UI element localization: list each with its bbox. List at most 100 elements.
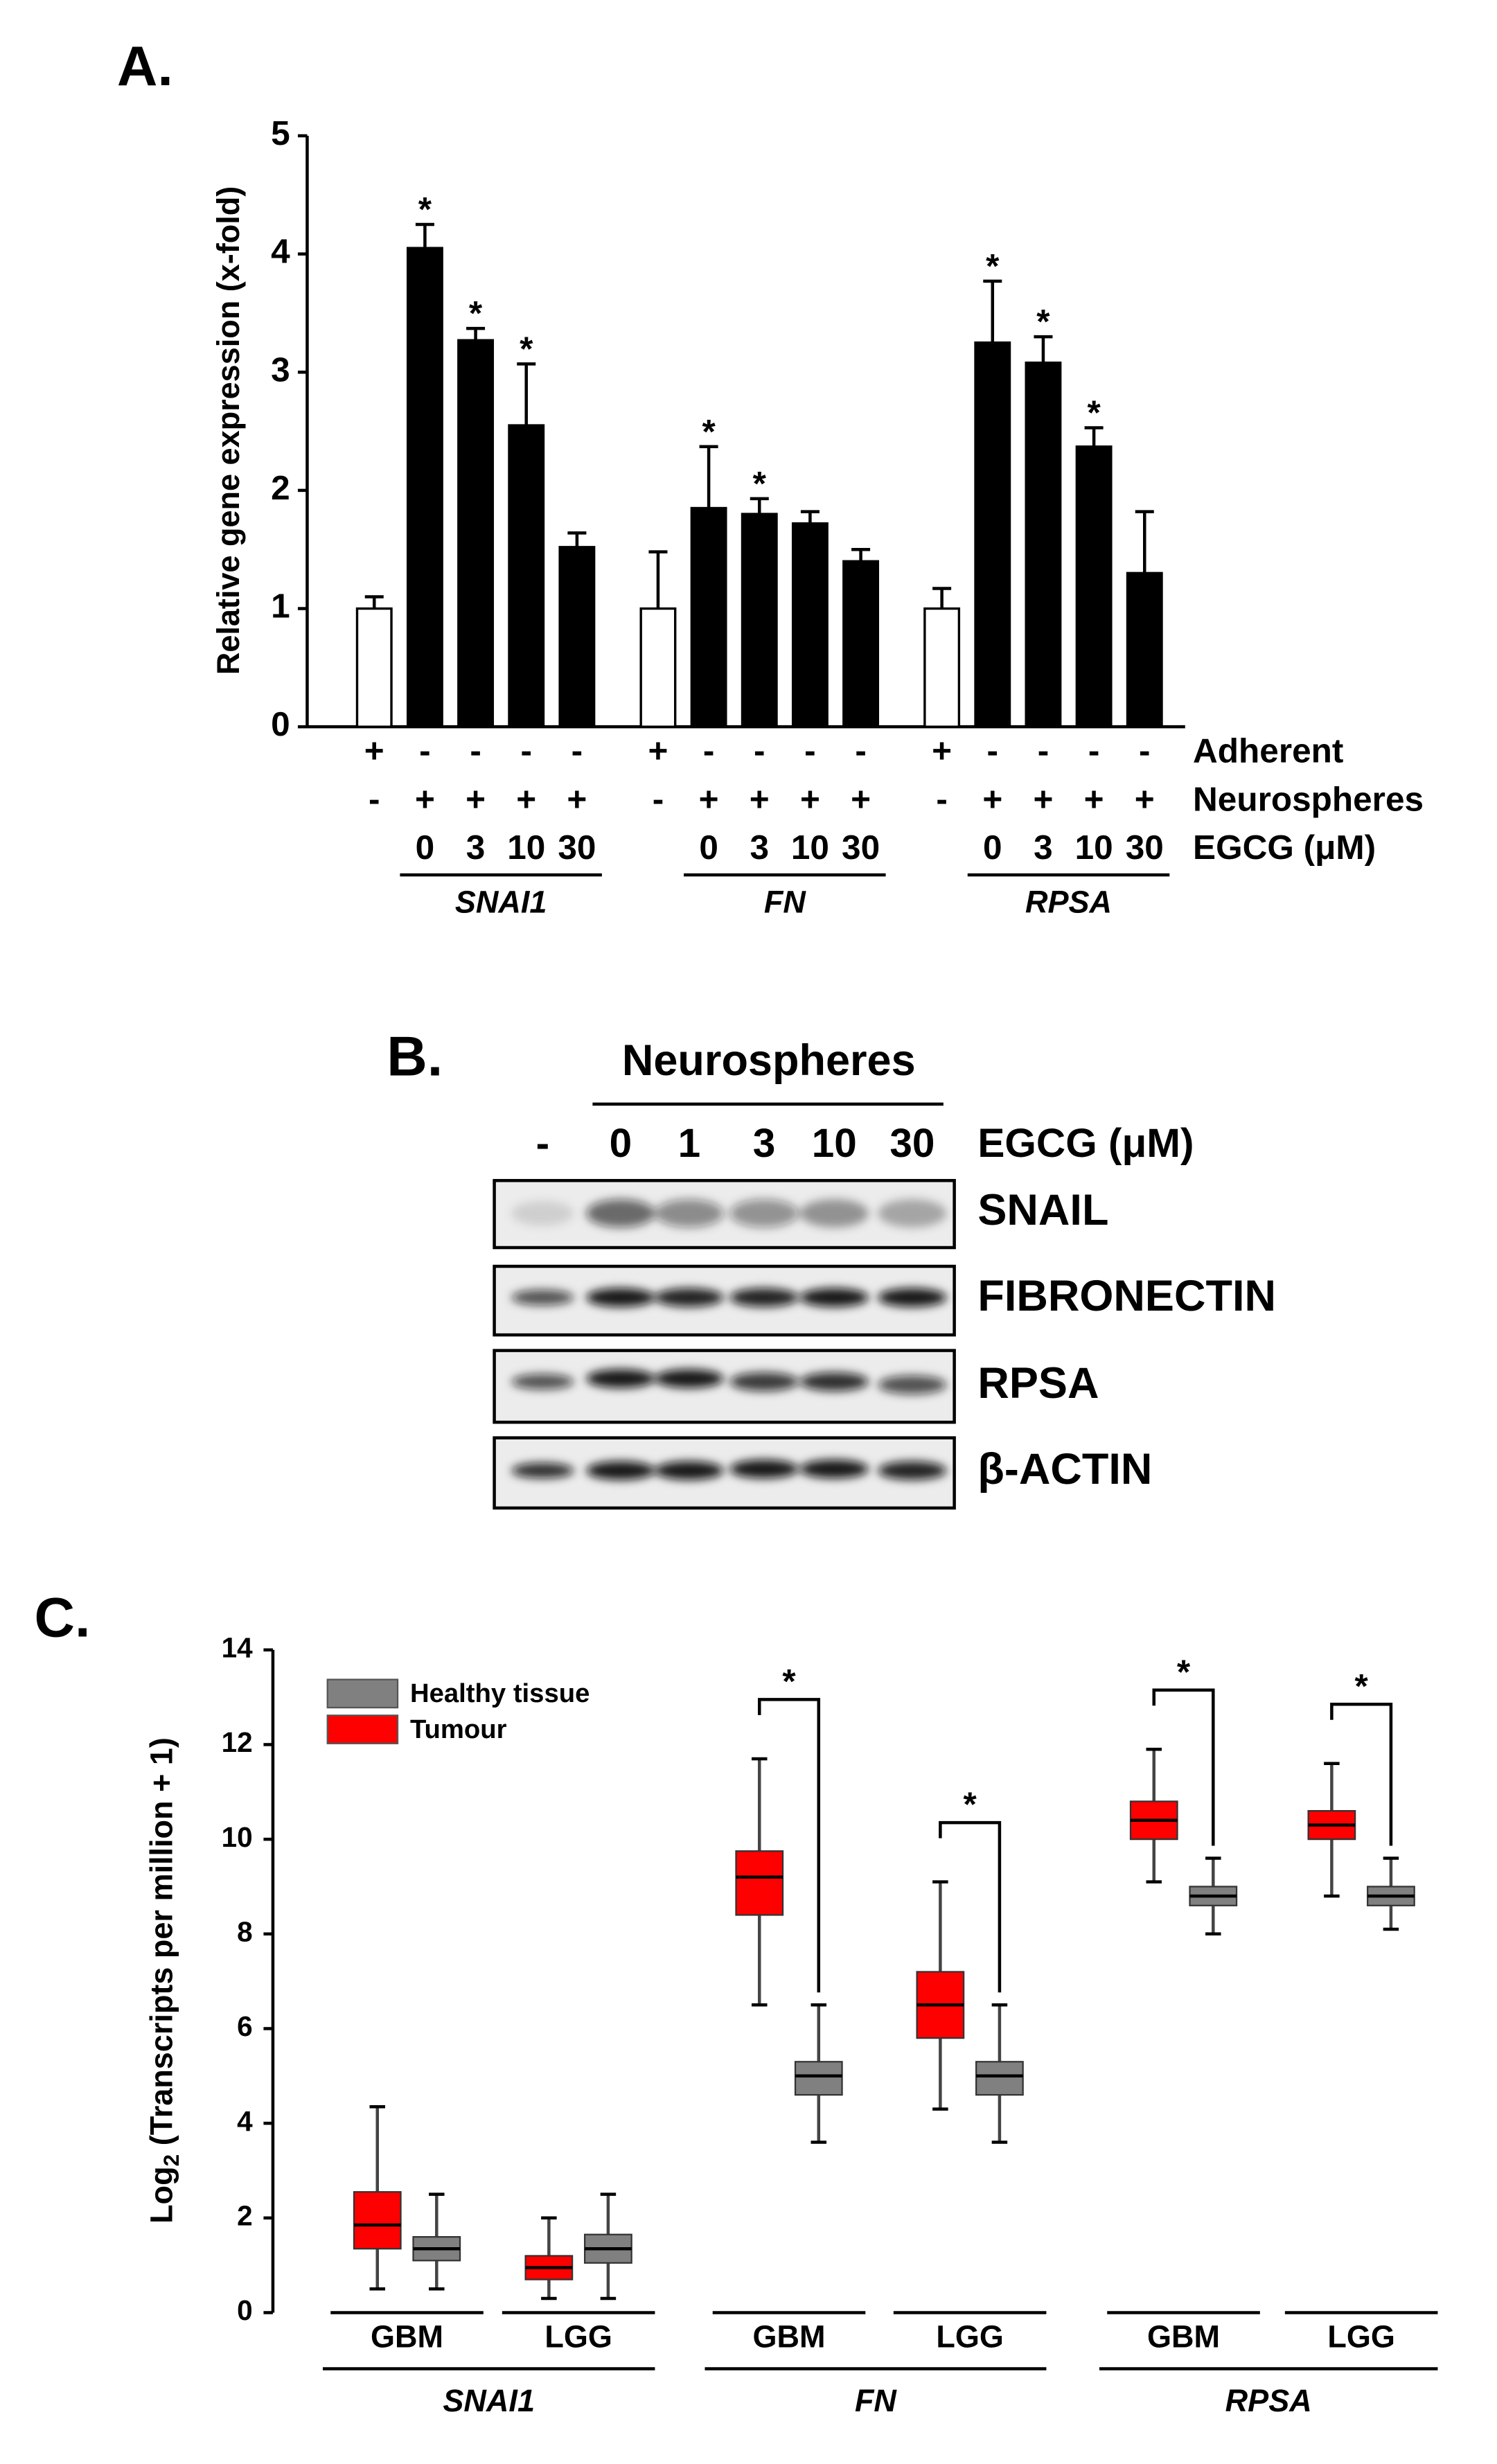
bar	[741, 513, 778, 728]
y-axis-label-part: 2	[159, 2154, 184, 2167]
group-label: FN	[855, 2383, 897, 2418]
bar	[639, 607, 677, 728]
bar	[1075, 445, 1113, 728]
bands	[511, 1199, 947, 1480]
neurospheres-label: +	[851, 780, 871, 818]
neurospheres-label: +	[1033, 780, 1053, 818]
y-tick-label: 6	[237, 2010, 253, 2042]
egcg-label: 0	[983, 828, 1002, 867]
panel-label: A.	[117, 35, 173, 98]
blot-row-label: FIBRONECTIN	[977, 1272, 1276, 1320]
neurospheres-label: +	[415, 780, 435, 818]
neurospheres-label: +	[699, 780, 719, 818]
bar	[508, 424, 545, 728]
panel-label: C.	[35, 1587, 91, 1649]
significance: *	[520, 330, 533, 368]
adherent-label: -	[470, 732, 481, 770]
y-tick-label: 3	[271, 351, 290, 389]
egcg-label: 30	[842, 828, 880, 867]
adherent-label: -	[1038, 732, 1049, 770]
lane-label: 30	[889, 1121, 934, 1166]
neurospheres-label: +	[1135, 780, 1155, 818]
bar	[457, 339, 495, 728]
egcg-label: 0	[699, 828, 718, 867]
adherent-label: -	[804, 732, 816, 770]
adherent-label: -	[703, 732, 715, 770]
neurospheres-label: +	[516, 780, 536, 818]
y-tick-label: 0	[271, 705, 290, 743]
box	[794, 2061, 843, 2096]
row-label: EGCG (μM)	[1193, 828, 1376, 867]
y-tick-label: 2	[271, 469, 290, 507]
y-axis-label-part: Log	[143, 2166, 179, 2224]
legend-swatch	[326, 1678, 399, 1709]
x-tick-label: LGG	[544, 2319, 612, 2355]
adherent-label: -	[987, 732, 999, 770]
adherent-label: -	[520, 732, 531, 770]
adherent-label: -	[419, 732, 431, 770]
neurospheres-label: -	[653, 780, 664, 818]
bar	[1025, 361, 1062, 728]
y-tick-label: 8	[237, 1915, 253, 1947]
blot-header: Neurospheres	[622, 1036, 916, 1085]
bar	[923, 607, 961, 728]
y-tick-label: 1	[271, 587, 290, 626]
neurospheres-label: -	[369, 780, 380, 818]
egcg-label: 3	[750, 828, 769, 867]
adherent-label: -	[572, 732, 583, 770]
bar	[791, 522, 829, 728]
box	[353, 2191, 402, 2250]
bar	[690, 506, 727, 728]
egcg-label: 10	[1075, 828, 1113, 867]
blot-strip	[493, 1178, 956, 1250]
panel-label: B.	[387, 1025, 443, 1088]
box	[975, 2061, 1024, 2096]
bar	[558, 546, 596, 728]
adherent-label: +	[648, 732, 668, 770]
egcg-label: 3	[466, 828, 486, 867]
significance: *	[469, 294, 483, 333]
significance-bracket	[939, 1820, 1002, 1993]
significance: *	[702, 413, 716, 451]
neurospheres-label: +	[800, 780, 820, 818]
blot-row-label: RPSA	[977, 1359, 1099, 1408]
condition-label: EGCG (μM)	[977, 1121, 1194, 1166]
adherent-label: -	[1088, 732, 1100, 770]
significance-bracket	[1152, 1688, 1215, 1846]
y-tick-label: 12	[222, 1726, 253, 1758]
box	[735, 1850, 784, 1916]
y-tick-label: 4	[237, 2105, 253, 2137]
lane-label: 10	[812, 1121, 857, 1166]
neurospheres-label: -	[936, 780, 948, 818]
adherent-label: -	[1139, 732, 1151, 770]
y-tick-label: 10	[222, 1821, 253, 1853]
significance: *	[1177, 1653, 1191, 1691]
group-label: RPSA	[1225, 2383, 1312, 2418]
x-tick-label: GBM	[371, 2319, 443, 2355]
group-label: SNAI1	[443, 2383, 535, 2418]
egcg-label: 30	[558, 828, 596, 867]
lane-label: 1	[678, 1121, 701, 1166]
significance: *	[964, 1786, 977, 1824]
blot-row-label: β-ACTIN	[977, 1445, 1152, 1494]
y-tick-label: 4	[271, 233, 290, 271]
bar	[1126, 571, 1163, 728]
egcg-label: 10	[507, 828, 545, 867]
adherent-label: -	[754, 732, 765, 770]
x-tick-label: GBM	[1147, 2319, 1220, 2355]
bar	[974, 341, 1011, 728]
significance-bracket	[758, 1698, 821, 1993]
neurospheres-label: +	[1084, 780, 1104, 818]
legend-swatch	[326, 1714, 399, 1744]
lane-label: 0	[610, 1121, 632, 1166]
egcg-label: 0	[416, 828, 435, 867]
egcg-label: 10	[791, 828, 829, 867]
adherent-label: -	[855, 732, 867, 770]
y-axis-label-part: (Transcripts per million + 1)	[143, 1737, 179, 2154]
bar	[842, 560, 880, 728]
neurospheres-label: +	[750, 780, 770, 818]
lane-label: 3	[753, 1121, 776, 1166]
group-label: FN	[764, 885, 806, 920]
